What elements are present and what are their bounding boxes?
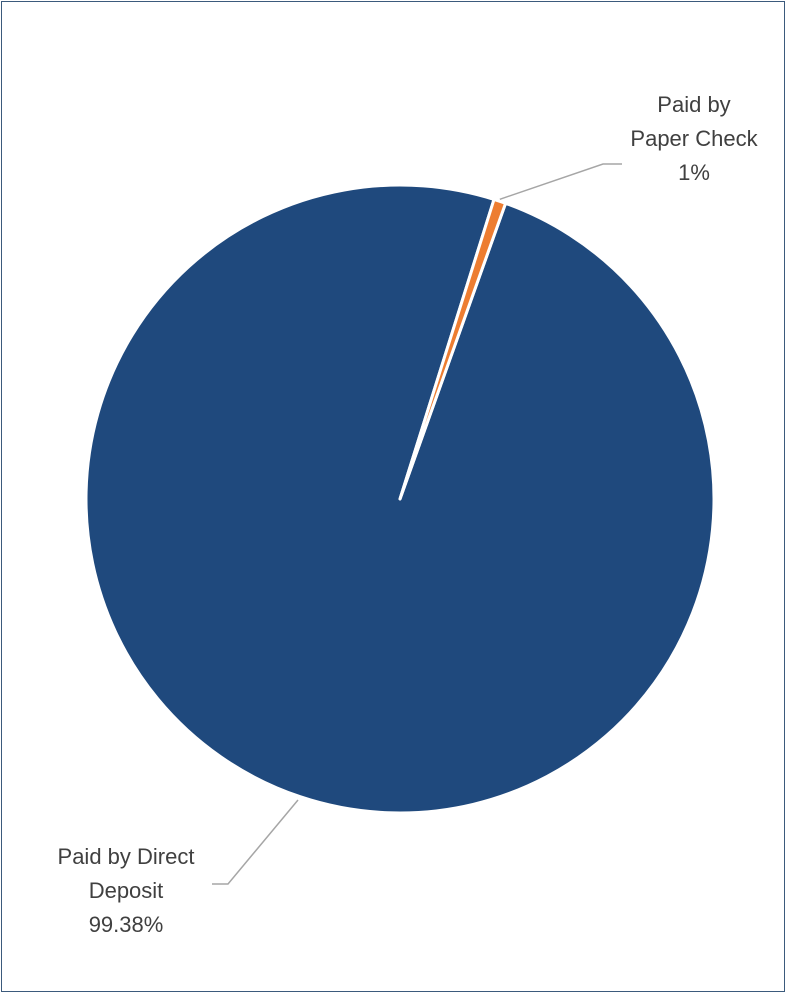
slice-label-line: Paper Check: [630, 126, 758, 151]
leader-line-paper-check: [499, 163, 622, 200]
slice-label-line: Paid by: [657, 92, 730, 117]
slice-percent-label: 99.38%: [89, 912, 164, 937]
pie-slices: [84, 183, 716, 815]
leader-line-direct-deposit: [212, 799, 299, 885]
leader-lines: [212, 163, 622, 885]
slice-label-line: Paid by Direct: [58, 844, 195, 869]
label-direct-deposit: Paid by Direct Deposit 99.38%: [58, 844, 195, 937]
slice-label-line: Deposit: [89, 878, 164, 903]
slice-paper-check: [398, 197, 508, 501]
slice-percent-label: 1%: [678, 160, 710, 185]
label-paper-check: Paid by Paper Check 1%: [630, 92, 758, 185]
